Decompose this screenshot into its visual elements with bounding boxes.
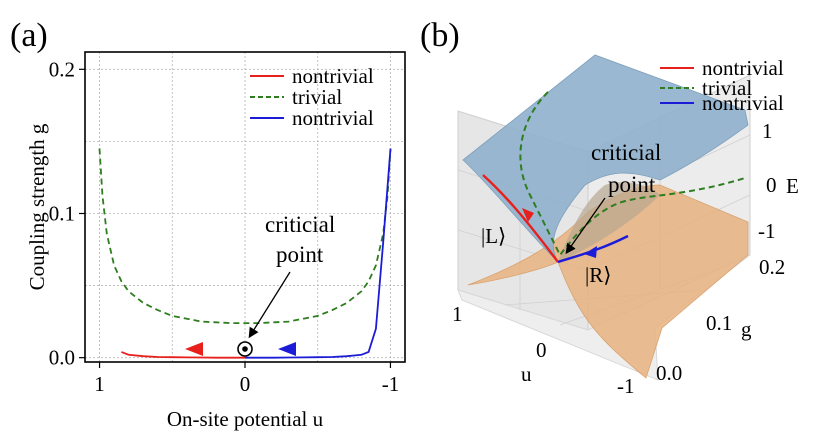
red-flow-arrow	[185, 342, 203, 356]
panel-b-3d-plot: |L⟩ |R⟩ criticial point 1 0 -1 E 0.2 0.1…	[452, 54, 799, 398]
g-axis-label: g	[741, 317, 752, 341]
surface-cone-shade	[558, 182, 660, 262]
upper-energy-surface	[462, 54, 749, 263]
g-tick-0.2: 0.2	[759, 255, 785, 279]
series-line-2	[245, 148, 392, 359]
lower-energy-surface	[467, 184, 749, 379]
legend-a-trivial: trivial	[292, 85, 342, 109]
g-tick-0.1: 0.1	[706, 311, 732, 335]
u-axis-label: u	[521, 362, 532, 386]
panel-b-annotation-line2: point	[608, 172, 656, 197]
u-tick-0: 0	[536, 338, 547, 362]
critical-point-marker-inner	[242, 346, 248, 352]
panel-a-annotation-line1: criticial	[265, 212, 335, 237]
panel-b-blue-arrow	[584, 246, 597, 258]
state-label-R: |R⟩	[585, 263, 611, 287]
z-tick-1: 1	[762, 119, 773, 143]
g-tick-0.0: 0.0	[656, 361, 682, 385]
panel-a-label: (a)	[10, 17, 48, 54]
y-tick-label-0: 0.0	[49, 346, 75, 370]
panel-a-ylabel: Coupling strength g	[25, 123, 49, 290]
panel-a-chart: 1 0 -1 0.0 0.1 0.2 criticial point nontrivial…	[25, 51, 406, 431]
z-tick-neg1: -1	[758, 219, 776, 243]
panel-b-legend: nontrivial trivial nontrivial	[660, 56, 784, 115]
panel-a-grid	[85, 52, 405, 362]
panel-b-label: (b)	[420, 17, 460, 54]
panel-b-red-arrow	[522, 208, 534, 222]
legend-a-nontrivial-blue: nontrivial	[292, 106, 374, 130]
panel-b-annotation-arrow	[565, 197, 606, 255]
panel-b-annotation-line1: criticial	[591, 140, 661, 165]
state-label-L: |L⟩	[481, 224, 506, 248]
x-tick-label-1: 0	[240, 372, 251, 396]
y-tick-label-1: 0.1	[49, 201, 75, 225]
z-axis-label: E	[786, 174, 799, 198]
legend-b-nontrivial-red: nontrivial	[702, 56, 784, 80]
legend-a-nontrivial-red: nontrivial	[292, 64, 374, 88]
series-line-1	[98, 148, 392, 324]
legend-b-nontrivial-blue: nontrivial	[702, 91, 784, 115]
panel-a-ticks: 1 0 -1 0.0 0.1 0.2	[49, 57, 399, 396]
z-tick-0: 0	[766, 173, 777, 197]
u-tick-1: 1	[452, 302, 463, 326]
x-tick-label-0: 1	[94, 372, 105, 396]
x-tick-label-2: -1	[382, 372, 400, 396]
legend-b-trivial: trivial	[702, 76, 752, 100]
panel-b-nontrivial-red-curve	[482, 174, 559, 263]
u-tick-neg1: -1	[617, 374, 635, 398]
panel-a-series	[98, 148, 392, 359]
panel-a-annotation-line2: point	[276, 242, 324, 267]
panel-a-axes-frame	[84, 51, 406, 363]
panel-a-xlabel: On-site potential u	[167, 407, 324, 431]
panel-a-legend: nontrivial trivial nontrivial	[250, 64, 374, 130]
series-line-0	[121, 351, 245, 359]
panel-b-trivial-curve	[519, 91, 746, 257]
blue-flow-arrow	[278, 342, 296, 356]
panel-a-annotation-arrow	[248, 271, 291, 339]
y-tick-label-2: 0.2	[49, 57, 75, 81]
